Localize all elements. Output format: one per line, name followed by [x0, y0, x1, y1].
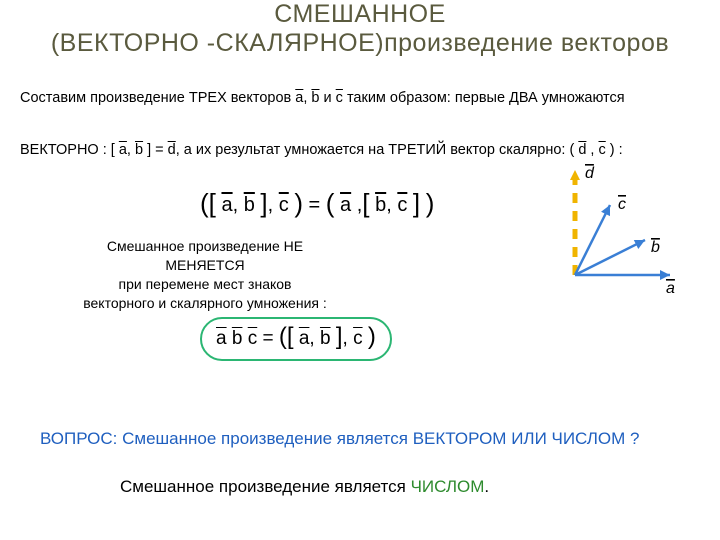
me-c: c [279, 194, 289, 216]
title-line1: СМЕШАННОЕ [274, 0, 446, 28]
note-l2: при перемене мест знаков [119, 276, 292, 292]
me-c2v: c [397, 194, 407, 216]
boxed-equation-wrap: a b c = ([ a, b ], c ) [200, 317, 392, 361]
me-a: a [221, 194, 232, 216]
note-l3: векторного и скалярного умножения : [83, 295, 327, 311]
be-c1: , [309, 328, 320, 349]
slide: СМЕШАННОЕ (ВЕКТОРНО -СКАЛЯРНОЕ)произведе… [0, 0, 720, 540]
me-b: b [244, 194, 255, 216]
desc-vec-c: c [336, 90, 343, 106]
desc-p3: и [320, 90, 336, 106]
question-pre: ВОПРОС: Смешанное произведение является … [40, 429, 630, 448]
answer-word: ЧИСЛОМ [411, 477, 485, 496]
question-text: ВОПРОС: Смешанное произведение является … [40, 428, 680, 450]
svg-text:b: b [651, 239, 660, 256]
desc-p6: , а их результат умножается на ТРЕТИЙ ве… [176, 142, 570, 158]
description-text: Составим произведение ТРЕХ векторов a, b… [20, 85, 700, 163]
be-c: c [248, 328, 258, 349]
desc-eq1-a: a [119, 142, 127, 158]
me-eq: = [303, 194, 326, 216]
me-b2: b [375, 194, 386, 216]
me-a2: a [340, 194, 351, 216]
be-a2: a [299, 328, 310, 349]
be-a: a [216, 328, 227, 349]
answer-pre: Смешанное произведение является [120, 477, 411, 496]
desc-eq1-b: b [135, 142, 143, 158]
be-b2: b [320, 328, 331, 349]
answer-text: Смешанное произведение является ЧИСЛОМ. [120, 476, 489, 498]
title-line2: (ВЕКТОРНО -СКАЛЯРНОЕ)произведение вектор… [51, 29, 669, 57]
be-b: b [232, 328, 243, 349]
desc-p4: таким образом: первые ДВА умножаются [343, 90, 625, 106]
svg-text:d: d [585, 165, 595, 182]
vector-diagram: d c b a [535, 155, 705, 315]
be-eq: = [257, 328, 279, 349]
invariance-note: Смешанное произведение НЕ МЕНЯЕТСЯ при п… [70, 237, 340, 313]
desc-vec-b: b [311, 90, 319, 106]
note-l1: Смешанное произведение НЕ МЕНЯЕТСЯ [107, 238, 303, 273]
me-c3: , [351, 194, 362, 216]
me-c4: , [386, 194, 397, 216]
be-c2v: c [353, 328, 363, 349]
be-c2: , [343, 328, 354, 349]
desc-eq1-comma: , [127, 142, 135, 158]
question-qmark: ? [630, 429, 639, 448]
svg-text:c: c [618, 196, 626, 213]
answer-dot: . [484, 477, 489, 496]
main-equation: ([ a, b ], c ) = ( a ,[ b, c ] ) [200, 190, 434, 221]
svg-text:a: a [666, 280, 675, 297]
me-c1: , [233, 194, 244, 216]
desc-eq1-d: d [168, 142, 176, 158]
desc-p1: Составим произведение ТРЕХ векторов [20, 90, 295, 106]
boxed-equation: a b c = ([ a, b ], c ) [200, 317, 392, 361]
slide-title: СМЕШАННОЕ (ВЕКТОРНО -СКАЛЯРНОЕ)произведе… [40, 0, 680, 58]
me-c2: , [268, 194, 279, 216]
desc-p5: ВЕКТОРНО : [20, 142, 111, 158]
